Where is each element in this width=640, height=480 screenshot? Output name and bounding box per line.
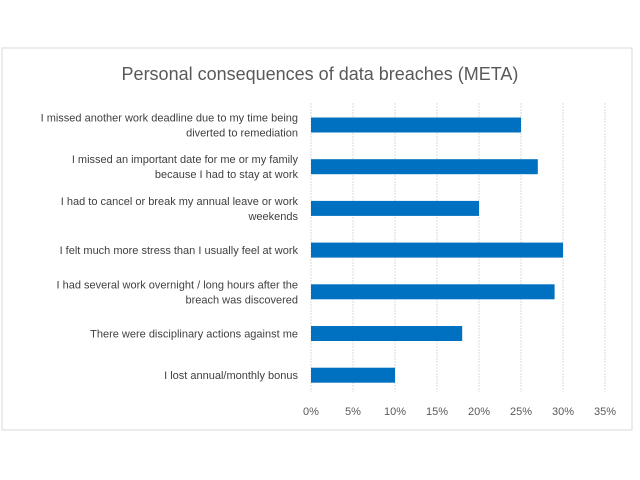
category-label: I had to cancel or break my annual leave… bbox=[61, 196, 299, 208]
category-label: I felt much more stress than I usually f… bbox=[60, 245, 299, 257]
category-label: because I had to stay at work bbox=[155, 169, 299, 181]
category-label: There were disciplinary actions against … bbox=[90, 329, 298, 341]
x-tick-label: 5% bbox=[345, 406, 361, 418]
x-tick-label: 15% bbox=[426, 406, 448, 418]
bar bbox=[311, 242, 563, 258]
x-tick-label: 10% bbox=[384, 406, 406, 418]
category-label: I missed another work deadline due to my… bbox=[41, 113, 298, 125]
bar bbox=[311, 326, 463, 341]
bar bbox=[311, 367, 395, 383]
category-label: I lost annual/monthly bonus bbox=[164, 370, 298, 382]
chart-area bbox=[1, 47, 633, 431]
category-label: diverted to remediation bbox=[186, 128, 298, 140]
x-tick-label: 30% bbox=[552, 406, 574, 418]
category-label: I missed an important date for me or my … bbox=[72, 154, 299, 166]
category-label: breach was discovered bbox=[185, 294, 298, 306]
bar bbox=[311, 159, 538, 175]
bar bbox=[311, 200, 479, 216]
x-tick-label: 25% bbox=[510, 406, 532, 418]
category-label: weekends bbox=[247, 211, 298, 223]
bar bbox=[311, 284, 555, 300]
bar bbox=[311, 117, 521, 133]
chart-title: Personal consequences of data breaches (… bbox=[122, 64, 519, 84]
x-tick-label: 35% bbox=[594, 406, 616, 418]
x-tick-label: 20% bbox=[468, 406, 490, 418]
x-tick-label: 0% bbox=[303, 406, 319, 418]
category-label: I had several work overnight / long hour… bbox=[56, 279, 298, 291]
